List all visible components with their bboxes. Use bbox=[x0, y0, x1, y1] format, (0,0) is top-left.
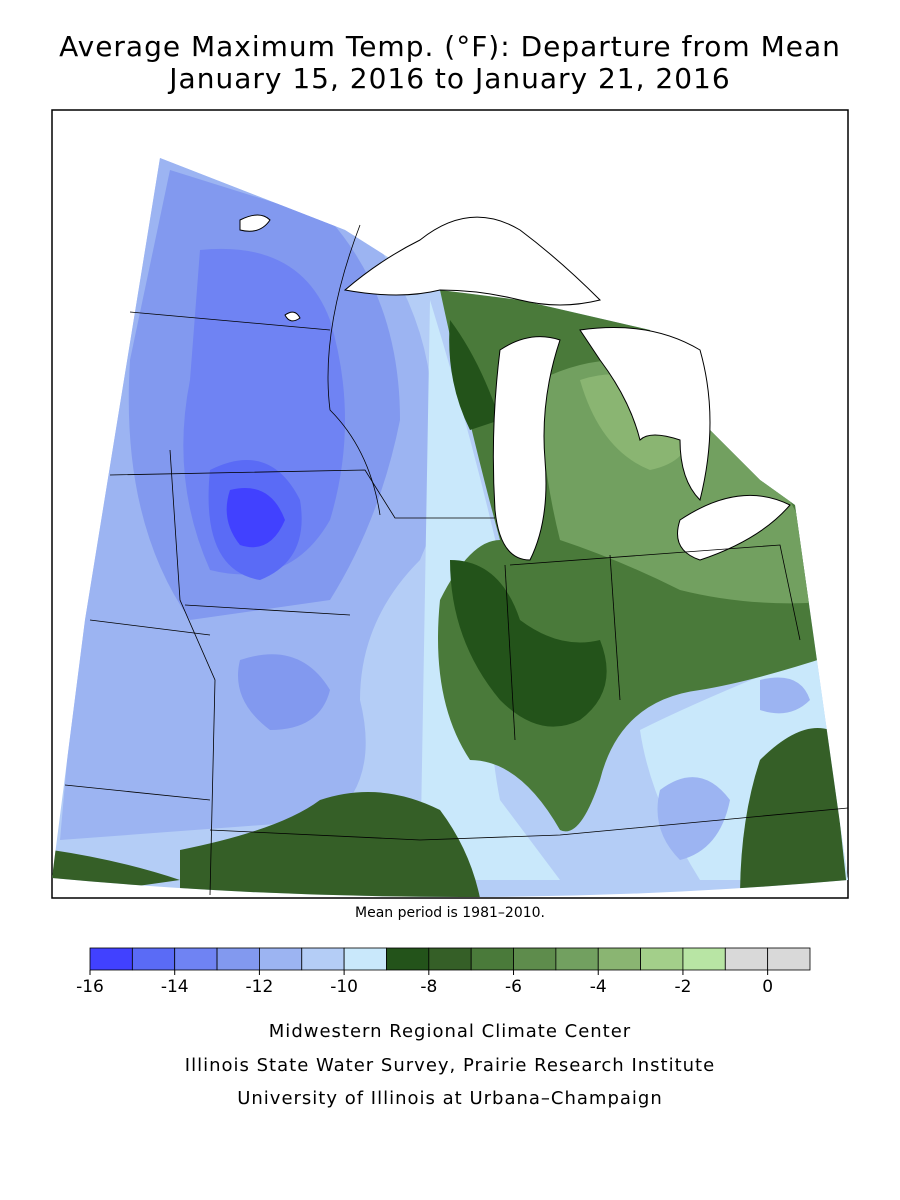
legend-swatch bbox=[470, 947, 514, 971]
credit: Midwestern Regional Climate Center bbox=[269, 1021, 631, 1042]
legend-swatch bbox=[259, 947, 303, 971]
credit: University of Illinois at Urbana–Champai… bbox=[237, 1088, 663, 1109]
borders bbox=[64, 224, 849, 896]
legend-swatch bbox=[131, 947, 176, 971]
legend-swatch bbox=[555, 947, 599, 971]
legend-swatch bbox=[597, 947, 641, 971]
legend-tick-label: -12 bbox=[246, 977, 274, 997]
legend-swatch bbox=[682, 947, 726, 971]
legend-swatch bbox=[343, 947, 387, 971]
title: Average Maximum Temp. (°F): Departure fr… bbox=[59, 30, 841, 63]
legend-swatch bbox=[767, 947, 811, 971]
legend-swatch bbox=[386, 947, 430, 971]
legend-swatch bbox=[301, 947, 345, 971]
legend: -16 -14 -12 -10 -8 -6 -4 -2 0 bbox=[76, 947, 811, 997]
legend-tick-label: -2 bbox=[674, 977, 691, 997]
legend-tick-label: -16 bbox=[76, 977, 104, 997]
legend-swatch bbox=[640, 947, 684, 971]
legend-swatch bbox=[216, 947, 260, 971]
map bbox=[51, 109, 849, 899]
legend-swatch bbox=[513, 947, 557, 971]
legend-swatch bbox=[724, 947, 769, 971]
legend-tick-label: -8 bbox=[420, 977, 437, 997]
legend-swatch bbox=[89, 947, 133, 971]
credit: Illinois State Water Survey, Prairie Res… bbox=[185, 1055, 715, 1076]
legend-tick-label: -14 bbox=[161, 977, 189, 997]
legend-tick-label: 0 bbox=[762, 977, 773, 997]
lakes bbox=[239, 214, 791, 561]
legend-swatch bbox=[428, 947, 472, 971]
legend-swatch bbox=[174, 947, 218, 971]
legend-tick-label: -4 bbox=[590, 977, 607, 997]
legend-tick-label: -10 bbox=[330, 977, 358, 997]
legend-tick-label: -6 bbox=[505, 977, 522, 997]
subtitle: January 15, 2016 to January 21, 2016 bbox=[167, 62, 730, 95]
note: Mean period is 1981–2010. bbox=[355, 905, 545, 921]
